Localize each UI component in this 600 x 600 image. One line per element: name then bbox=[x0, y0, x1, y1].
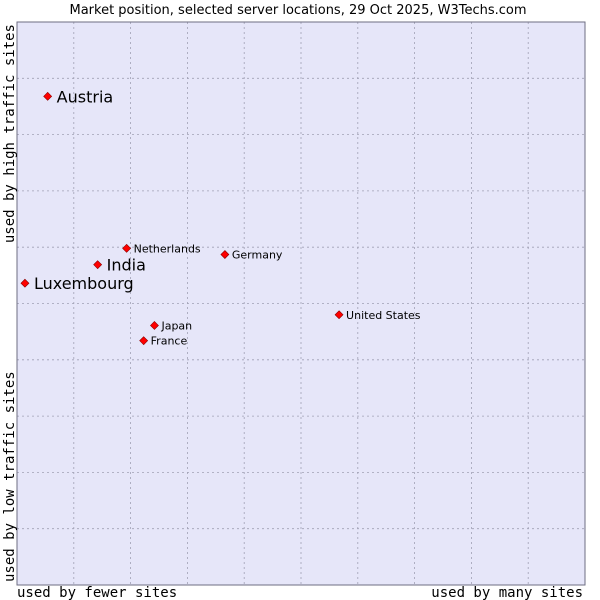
x-axis-label-right: used by many sites bbox=[431, 585, 583, 600]
y-axis-label-bottom: used by low traffic sites bbox=[2, 371, 18, 582]
plot-border bbox=[16, 21, 586, 586]
data-point-netherlands: Netherlands bbox=[122, 242, 201, 255]
point-marker-luxembourg bbox=[20, 278, 30, 288]
data-point-germany: Germany bbox=[220, 249, 283, 262]
point-marker-austria bbox=[43, 91, 53, 101]
y-axis-label-top: used by high traffic sites bbox=[2, 24, 18, 243]
point-label-germany: Germany bbox=[232, 249, 283, 262]
point-label-united-states: United States bbox=[346, 309, 421, 322]
data-point-france: France bbox=[139, 335, 188, 348]
x-axis-label-left: used by fewer sites bbox=[17, 585, 177, 600]
point-marker-germany bbox=[220, 250, 230, 259]
point-label-india: India bbox=[107, 256, 146, 275]
point-marker-india bbox=[93, 260, 103, 270]
point-marker-japan bbox=[150, 321, 159, 330]
point-label-austria: Austria bbox=[57, 87, 114, 106]
point-label-luxembourg: Luxembourg bbox=[34, 274, 134, 293]
data-points: Austria Netherlands Germany IndiaLuxembourg… bbox=[20, 87, 421, 348]
gridlines bbox=[17, 22, 585, 585]
data-point-india: India bbox=[93, 256, 146, 275]
data-point-luxembourg: Luxembourg bbox=[20, 274, 134, 293]
data-point-united-states: United States bbox=[334, 309, 421, 322]
data-point-austria: Austria bbox=[43, 87, 114, 106]
point-marker-france bbox=[139, 336, 149, 346]
data-point-japan: Japan bbox=[150, 319, 192, 332]
chart-title: Market position, selected server locatio… bbox=[69, 3, 526, 18]
point-label-france: France bbox=[151, 335, 188, 348]
point-label-japan: Japan bbox=[160, 319, 192, 332]
point-marker-netherlands bbox=[122, 243, 132, 253]
point-label-netherlands: Netherlands bbox=[134, 242, 201, 255]
point-marker-united-states bbox=[334, 310, 344, 320]
